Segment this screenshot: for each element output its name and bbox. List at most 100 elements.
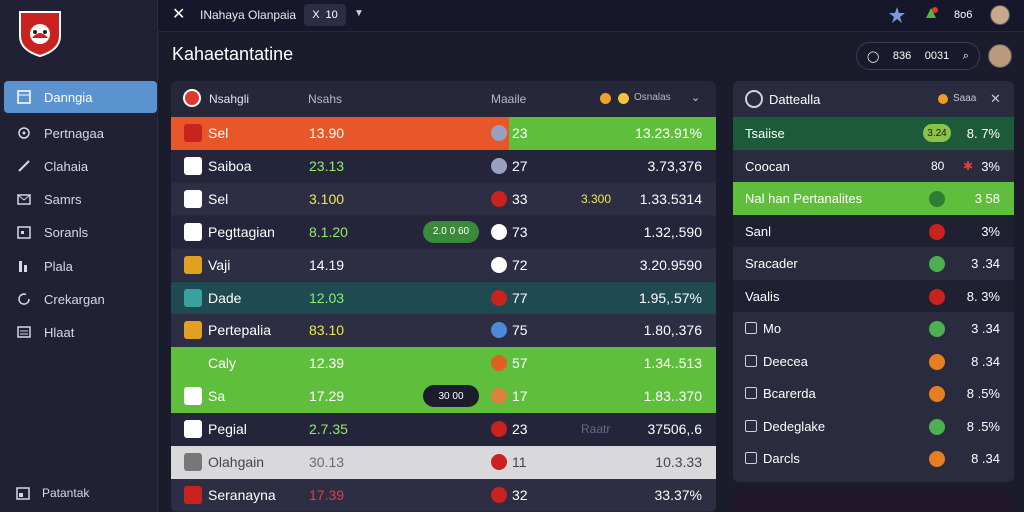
panel-row[interactable]: Mo 3 .34 <box>733 312 1014 345</box>
panel-row-value: 8 .34 <box>971 353 1000 369</box>
top-value: 8o6 <box>954 9 973 21</box>
pin-icon <box>16 158 32 174</box>
close-icon[interactable]: ✕ <box>990 91 1001 106</box>
team-badge-icon <box>184 222 202 241</box>
table-row[interactable]: Sa 17.29 17 1.83..370 30 00 <box>171 380 716 413</box>
sidebar-item-1[interactable]: Pertnagaa <box>4 117 157 149</box>
table-row[interactable]: Pegttagian 8.1.20 73 1.32,.590 2.0 0 60 <box>171 215 716 249</box>
sidebar-item-label: Plala <box>44 258 73 274</box>
table-row[interactable]: Seranayna 17.39 32 33.37% <box>171 478 716 512</box>
panel-row-value: 3% <box>981 223 1000 239</box>
panel-row[interactable]: Tsaiise 3.24 8. 7% <box>733 117 1014 150</box>
table-row[interactable]: Sel 13.90 23 13.23.91% <box>171 117 716 150</box>
panel-row[interactable]: Deecea 8 .34 <box>733 344 1014 377</box>
team-value: 17.39 <box>309 486 345 503</box>
header-team[interactable]: Nsahgli <box>209 92 250 106</box>
pill-a: 836 <box>892 50 912 62</box>
extra-value: 3.300 <box>581 191 612 206</box>
match-icon <box>491 125 507 141</box>
team-badge-icon <box>184 453 202 471</box>
team-name: Saiboa <box>208 157 252 174</box>
sidebar-footer[interactable]: Patantak <box>4 480 154 506</box>
sidebar-item-4[interactable]: Soranls <box>4 216 157 248</box>
logo-icon[interactable] <box>16 8 64 58</box>
panel-row[interactable]: Bcarerda 8 .5% <box>733 377 1014 410</box>
extra-value: Raatr <box>581 422 611 437</box>
avatar[interactable] <box>990 5 1010 25</box>
panel-row-label: Deecea <box>763 353 808 369</box>
sidebar-item-3[interactable]: Samrs <box>4 183 157 215</box>
team-badge-icon <box>184 321 202 340</box>
refresh-icon <box>16 291 32 307</box>
panel-row-label: Coocan <box>745 158 790 174</box>
search-icon: ⌕ <box>962 49 969 62</box>
header-a[interactable]: Nsahs <box>308 92 343 106</box>
checkbox-icon[interactable] <box>745 419 757 432</box>
panel-row[interactable]: Coocan 80 ✱ 3% <box>733 149 1014 182</box>
team-number: 77 <box>512 289 528 306</box>
team-value: 83.10 <box>309 322 345 339</box>
team-badge-icon <box>184 420 202 439</box>
team-number: 73 <box>512 223 528 240</box>
panel-row-label: Nal han Pertanalites <box>745 191 863 206</box>
table-row[interactable]: Olahgain 30.13 11 10.3.33 <box>171 446 716 479</box>
calendar-icon <box>16 224 32 240</box>
table-row[interactable]: Sel 3.100 33 1.33.5314 3.300 <box>171 182 716 216</box>
chat-icon: ◯ <box>867 50 880 63</box>
sidebar-item-0[interactable]: Danngia <box>4 81 157 113</box>
sidebar-item-2[interactable]: Clahaia <box>4 150 157 182</box>
mid-value: 80 <box>931 158 945 173</box>
match-icon <box>491 454 507 470</box>
coin-icon <box>938 94 948 104</box>
panel-row-value: 8 .5% <box>966 418 1000 434</box>
match-icon <box>491 223 507 240</box>
team-badge-icon <box>184 189 202 208</box>
star-icon[interactable] <box>888 6 906 24</box>
top-chip[interactable]: X 10 <box>304 4 346 26</box>
panel-row-value: 8. 3% <box>966 288 1000 304</box>
chevron-down-icon[interactable]: ▼ <box>354 8 364 19</box>
table-row[interactable]: Saiboa 23.13 27 3.73,376 <box>171 149 716 183</box>
header-c[interactable]: Osnalas <box>634 92 671 103</box>
score-pill[interactable]: 30 00 <box>423 385 479 408</box>
team-number: 11 <box>512 454 527 470</box>
score-pill[interactable]: 2.0 0 60 <box>423 220 479 243</box>
match-icon <box>491 421 507 438</box>
chevron-down-icon[interactable]: ⌄ <box>691 92 701 104</box>
table-row[interactable]: Dade 12.03 77 1.95,.57% <box>171 281 716 314</box>
search-pill[interactable]: ◯ 836 0031 ⌕ <box>856 42 980 70</box>
table-row[interactable]: Pegial 2.7.35 23 37506,.6 Raatr <box>171 413 716 446</box>
sidebar-footer-label: Patantak <box>42 486 90 500</box>
match-icon <box>491 157 507 174</box>
team-name: Olahgain <box>208 454 265 470</box>
grid-icon <box>16 89 32 105</box>
panel-row[interactable]: Nal han Pertanalites 3 58 <box>733 182 1014 215</box>
team-badge-icon <box>184 288 202 307</box>
panel-row[interactable]: Dedeglake 8 .5% <box>733 409 1014 442</box>
panel-title: Dattealla <box>769 92 821 107</box>
header-b[interactable]: Maaile <box>491 92 527 106</box>
panel-row-value: 3 .34 <box>971 321 1000 336</box>
sidebar-item-5[interactable]: Plala <box>4 250 157 282</box>
checkbox-icon[interactable] <box>745 452 757 464</box>
panel-row[interactable]: Sracader 3 .34 <box>733 247 1014 280</box>
team-percent: 1.95,.57% <box>638 289 702 306</box>
table-row[interactable]: Vaji 14.19 72 3.20.9590 <box>171 248 716 282</box>
checkbox-icon[interactable] <box>745 354 757 367</box>
panel-row-value: 8 .34 <box>971 451 1000 466</box>
table-row[interactable]: Pertepalia 83.10 75 1.80,.376 <box>171 314 716 347</box>
team-badge-icon <box>184 354 202 373</box>
notification-icon[interactable] <box>922 6 940 24</box>
table-row[interactable]: Caly 12.39 57 1.34..513 <box>171 347 716 380</box>
sidebar-item-6[interactable]: Crekargan <box>4 283 157 315</box>
close-icon[interactable]: ✕ <box>172 6 186 23</box>
user-avatar[interactable] <box>988 44 1012 68</box>
checkbox-icon[interactable] <box>745 322 757 334</box>
panel-row[interactable]: Darcls 8 .34 <box>733 442 1014 475</box>
panel-row[interactable]: Sanl 3% <box>733 214 1014 247</box>
team-badge-icon <box>184 485 202 504</box>
panel-row[interactable]: Vaalis 8. 3% <box>733 279 1014 312</box>
checkbox-icon[interactable] <box>745 387 757 399</box>
team-name: Sel <box>208 190 229 207</box>
sidebar-item-7[interactable]: Hlaat <box>4 316 157 348</box>
